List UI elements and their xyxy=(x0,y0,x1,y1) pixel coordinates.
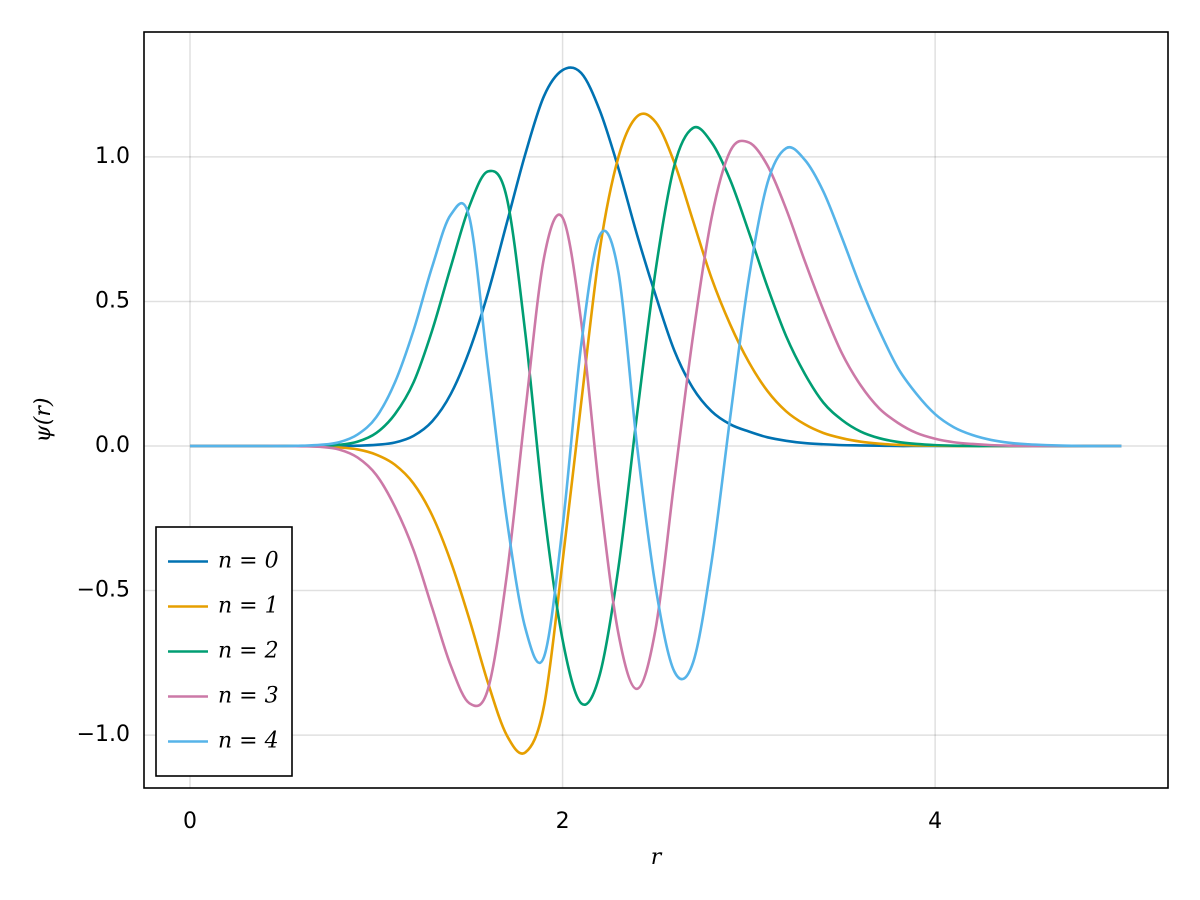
x-axis-label: r xyxy=(651,845,663,870)
y-tick-label: 1.0 xyxy=(95,144,130,169)
y-tick-label: 0.0 xyxy=(95,433,130,458)
legend-label: n = 3 xyxy=(218,684,279,709)
series-line xyxy=(190,139,1122,708)
y-tick-label: 0.5 xyxy=(95,288,130,313)
legend-label: n = 1 xyxy=(218,594,279,619)
series-line xyxy=(190,112,1122,755)
x-tick-label: 0 xyxy=(183,809,197,834)
y-tick-label: −0.5 xyxy=(77,578,130,603)
legend-label: n = 2 xyxy=(218,639,279,664)
y-axis-label: ψ(r) xyxy=(31,398,56,443)
x-tick-label: 4 xyxy=(928,809,942,834)
series-line xyxy=(190,146,1122,681)
x-tick-label: 2 xyxy=(556,809,570,834)
legend-label: n = 4 xyxy=(218,729,279,754)
plot-frame xyxy=(143,31,1169,789)
series-line xyxy=(190,125,1122,706)
legend: n = 0 n = 1 n = 2 n = 3 n = 4 xyxy=(155,526,293,777)
y-tick-label: −1.0 xyxy=(77,722,130,747)
legend-label: n = 0 xyxy=(218,549,279,574)
